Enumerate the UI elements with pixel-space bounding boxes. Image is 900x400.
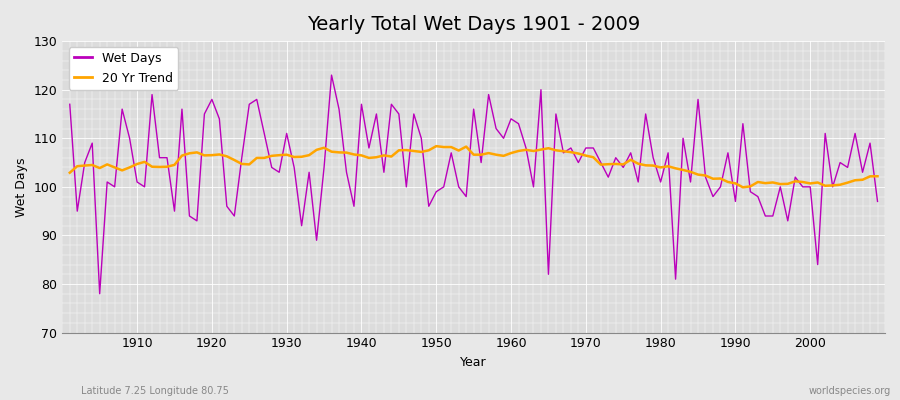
Y-axis label: Wet Days: Wet Days xyxy=(15,157,28,216)
20 Yr Trend xyxy=(872,174,883,179)
Wet Days xyxy=(131,180,142,184)
20 Yr Trend xyxy=(431,144,442,148)
20 Yr Trend xyxy=(506,151,517,156)
Text: worldspecies.org: worldspecies.org xyxy=(809,386,891,396)
20 Yr Trend xyxy=(603,162,614,166)
Wet Days xyxy=(513,121,524,126)
Line: Wet Days: Wet Days xyxy=(70,75,878,294)
20 Yr Trend xyxy=(513,148,524,153)
20 Yr Trend xyxy=(65,170,76,175)
Wet Days xyxy=(94,291,105,296)
Legend: Wet Days, 20 Yr Trend: Wet Days, 20 Yr Trend xyxy=(68,47,178,90)
Wet Days xyxy=(296,223,307,228)
Line: 20 Yr Trend: 20 Yr Trend xyxy=(70,146,878,187)
Title: Yearly Total Wet Days 1901 - 2009: Yearly Total Wet Days 1901 - 2009 xyxy=(307,15,640,34)
20 Yr Trend xyxy=(124,165,135,170)
Wet Days xyxy=(65,102,76,107)
Wet Days xyxy=(872,199,883,204)
20 Yr Trend xyxy=(737,185,748,190)
20 Yr Trend xyxy=(334,150,345,155)
Wet Days xyxy=(348,204,359,209)
X-axis label: Year: Year xyxy=(460,356,487,369)
Wet Days xyxy=(610,155,621,160)
Wet Days xyxy=(520,146,531,150)
20 Yr Trend xyxy=(289,155,300,160)
Text: Latitude 7.25 Longitude 80.75: Latitude 7.25 Longitude 80.75 xyxy=(81,386,229,396)
Wet Days xyxy=(326,73,337,78)
